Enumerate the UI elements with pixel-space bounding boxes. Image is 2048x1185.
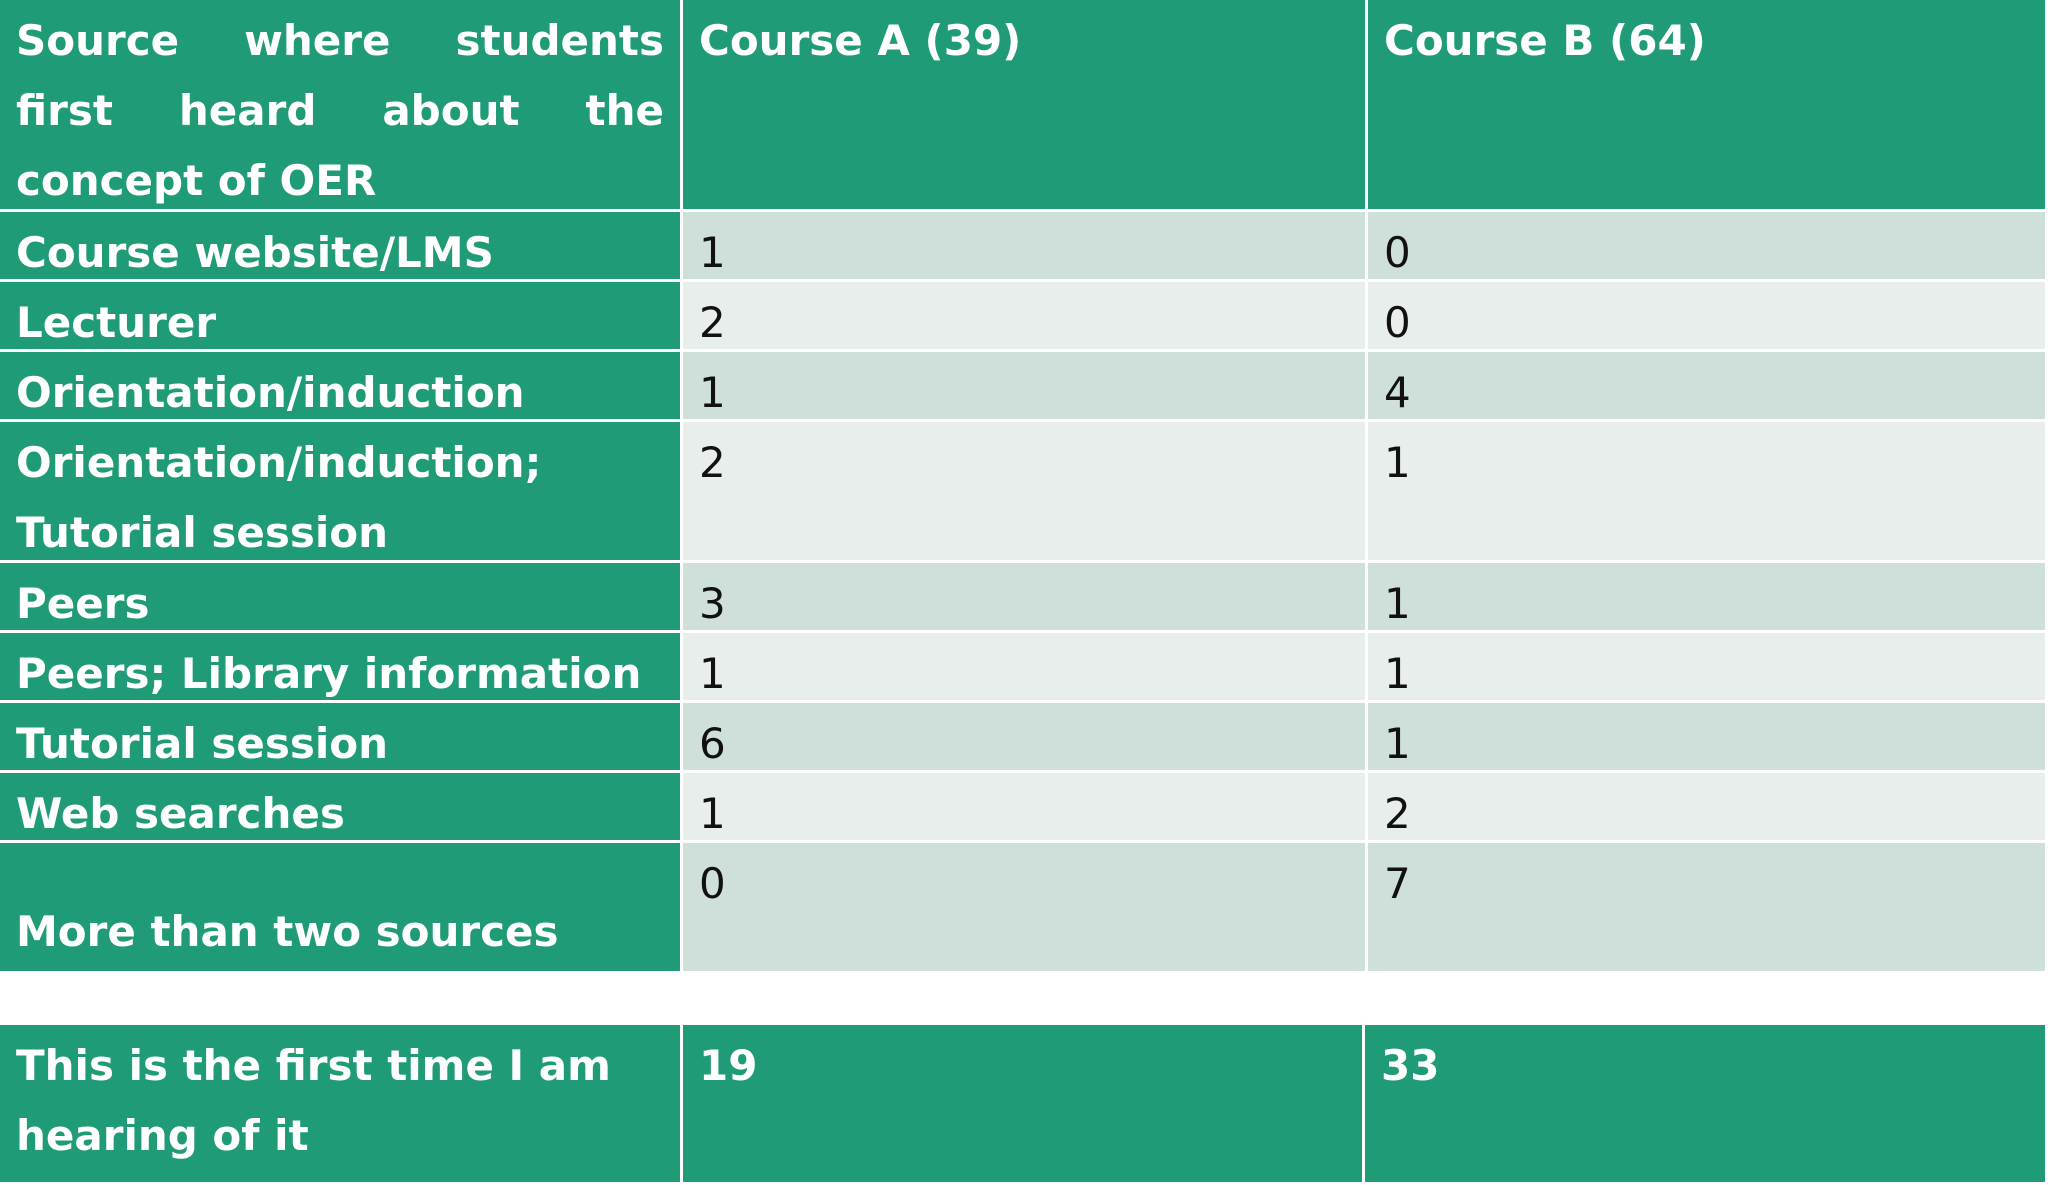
value-cell: 2 [1368,773,2048,843]
row-label: Course website/LMS [0,212,683,282]
row-label: More than two sources [0,843,683,974]
row-label: Peers; Library information [0,633,683,703]
row-label: Tutorial session [0,703,683,773]
summary-value: 33 [1365,1025,2048,1185]
header-cell: Course B (64) [1368,0,2048,212]
value-cell: 2 [683,422,1368,563]
value-cell: 1 [1368,703,2048,773]
value-cell: 1 [683,773,1368,843]
summary-label: This is the first time I am hearing of i… [0,1025,683,1185]
value-cell: 1 [1368,633,2048,703]
value-cell: 4 [1368,352,2048,422]
value-cell: 2 [683,282,1368,352]
row-label: Orientation/induction; Tutorial session [0,422,683,563]
value-cell: 7 [1368,843,2048,974]
value-cell: 1 [683,212,1368,282]
row-label: Peers [0,563,683,633]
value-cell: 6 [683,703,1368,773]
header-cell: Course A (39) [683,0,1368,212]
row-label: Lecturer [0,282,683,352]
value-cell: 1 [1368,422,2048,563]
value-cell: 1 [683,633,1368,703]
row-label: Web searches [0,773,683,843]
value-cell: 0 [1368,282,2048,352]
summary-value: 19 [683,1025,1365,1185]
value-cell: 0 [683,843,1368,974]
row-label: Orientation/induction [0,352,683,422]
header-cell: Source where students first heard about … [0,0,683,212]
value-cell: 3 [683,563,1368,633]
value-cell: 1 [683,352,1368,422]
value-cell: 0 [1368,212,2048,282]
value-cell: 1 [1368,563,2048,633]
